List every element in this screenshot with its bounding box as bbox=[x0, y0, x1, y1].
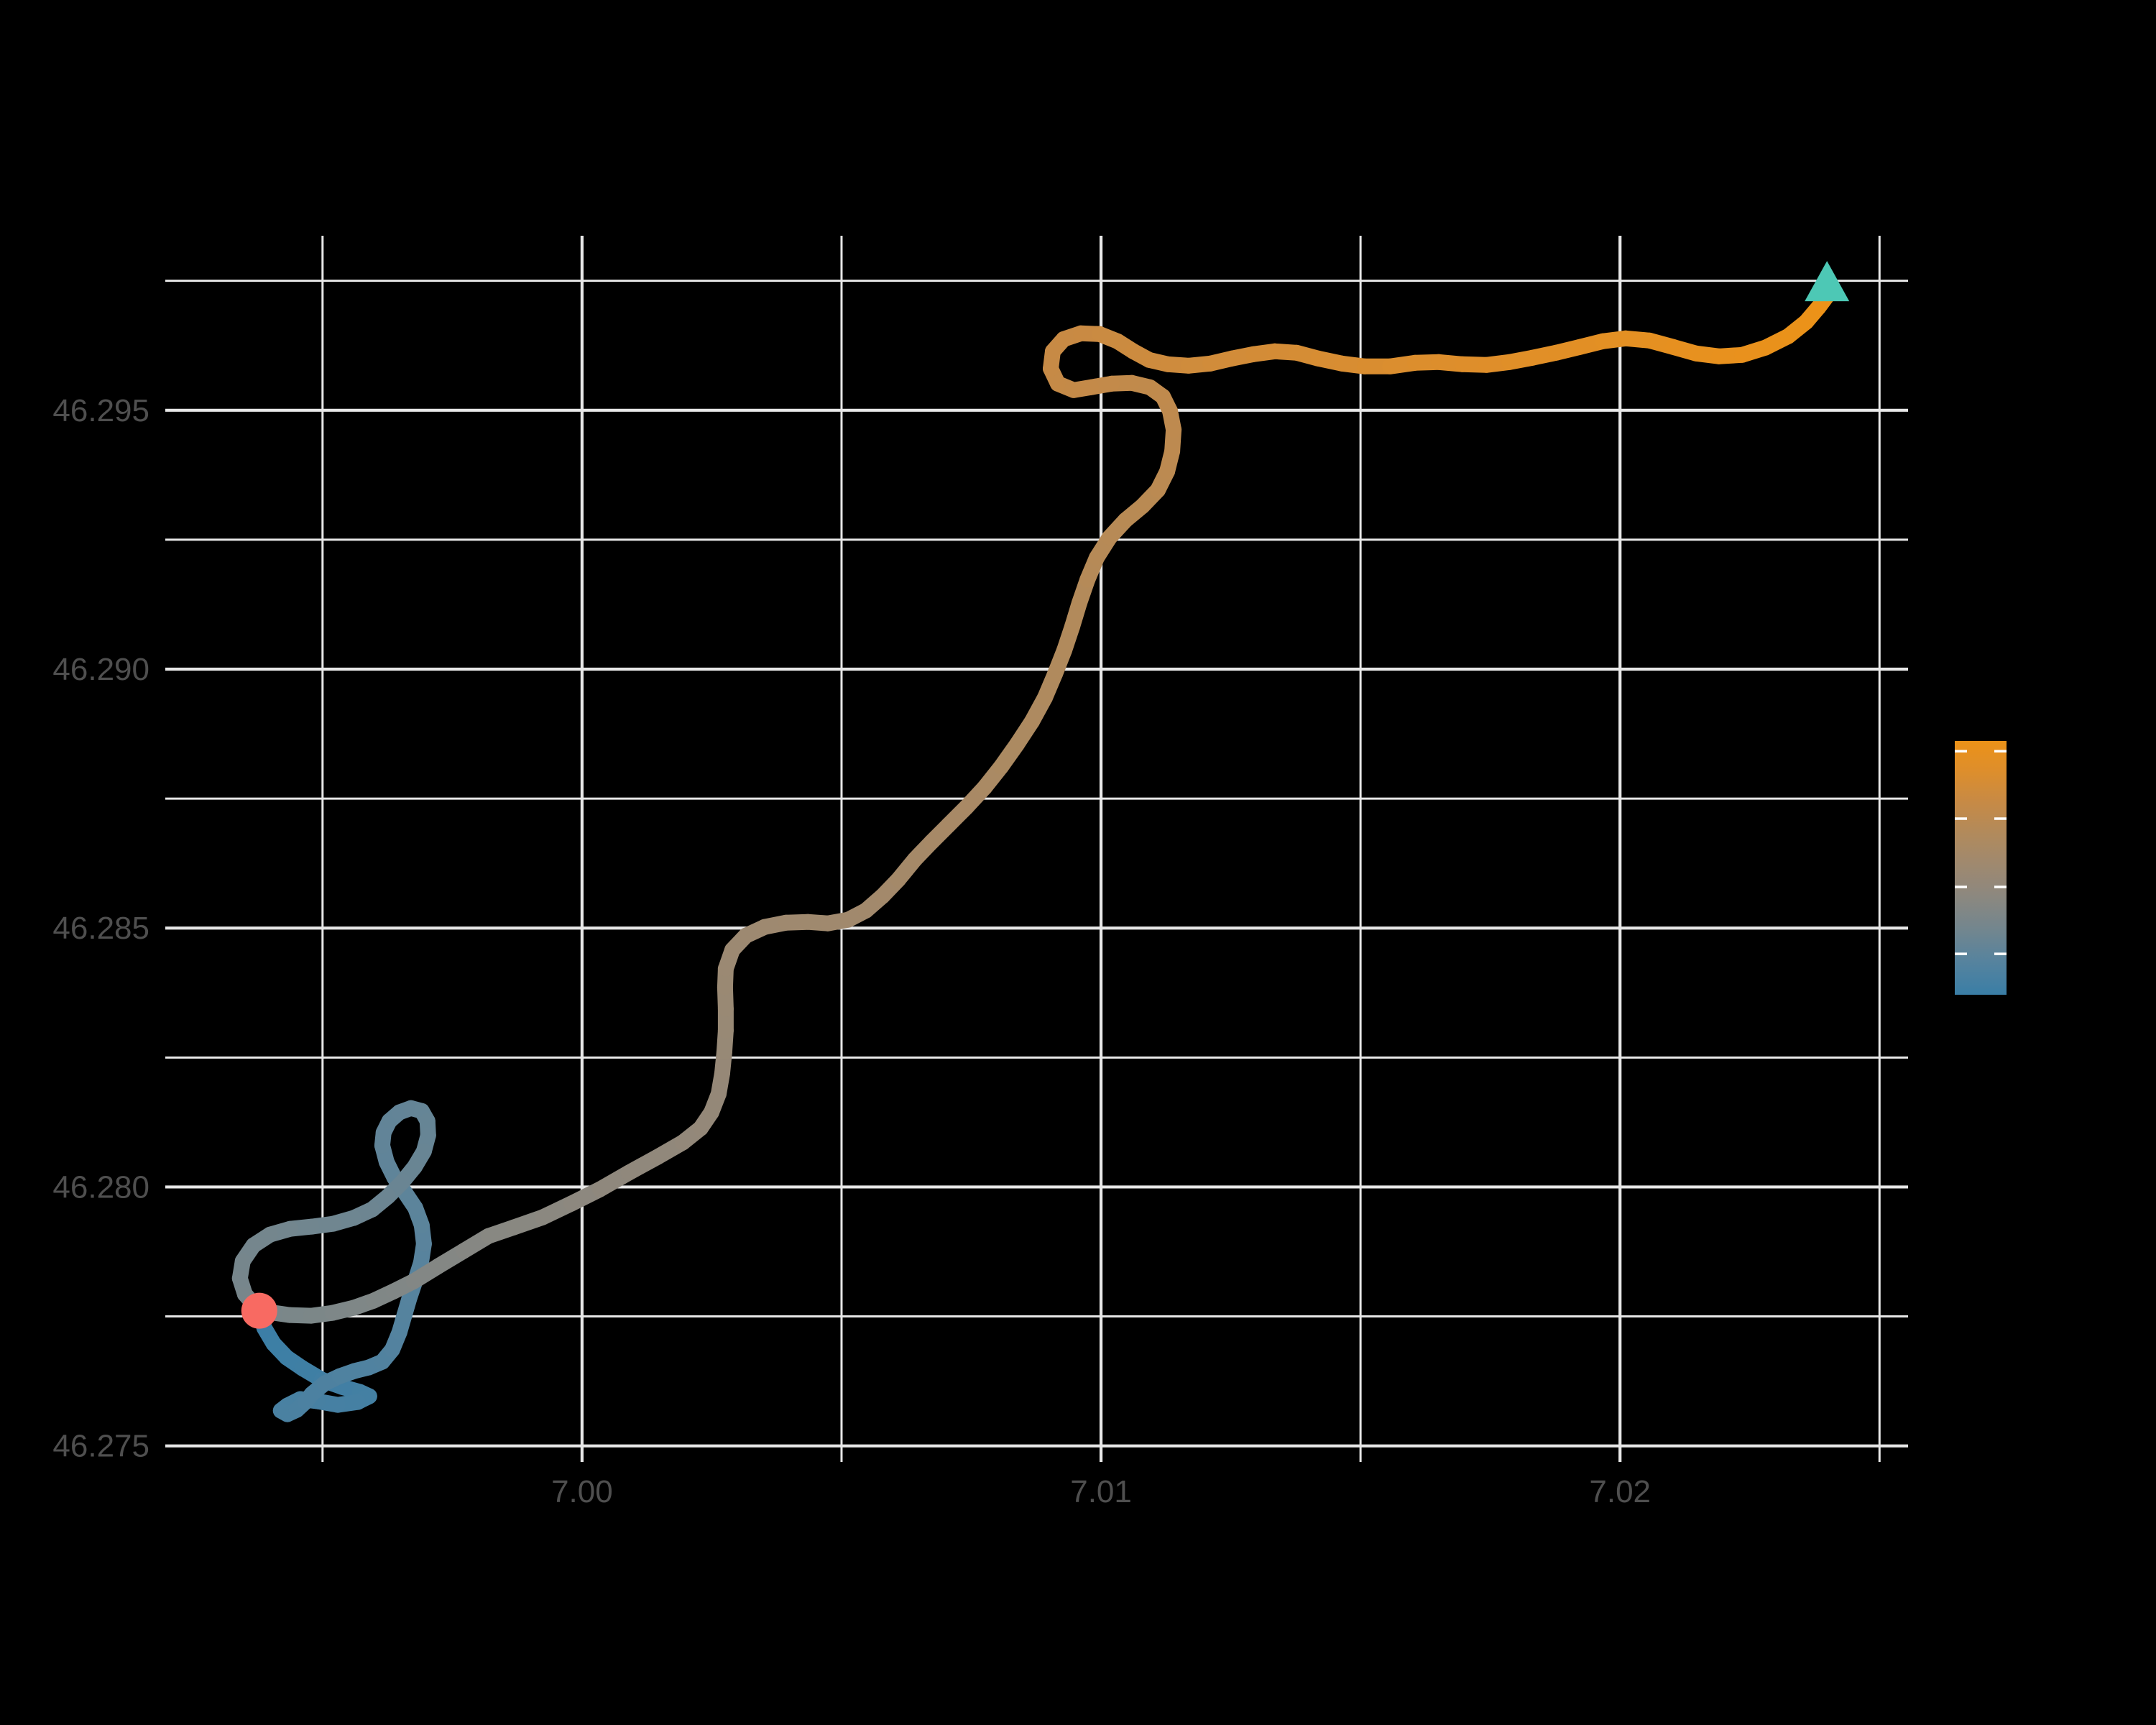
end-point-marker bbox=[1805, 261, 1850, 302]
x-axis-tick-label: 7.01 bbox=[1070, 1474, 1132, 1509]
elevation-colorbar bbox=[1955, 741, 2007, 995]
y-axis-tick-label: 46.295 bbox=[52, 393, 149, 428]
y-axis-tick-label: 46.290 bbox=[52, 652, 149, 687]
x-axis-tick-label: 7.00 bbox=[551, 1474, 613, 1509]
x-axis-tick-label: 7.02 bbox=[1589, 1474, 1651, 1509]
y-axis-tick-label: 46.280 bbox=[52, 1169, 149, 1205]
gps-track-path bbox=[231, 288, 1835, 1422]
start-point-marker bbox=[241, 1292, 277, 1329]
y-axis-tick-label: 46.285 bbox=[52, 911, 149, 946]
y-axis-tick-label: 46.275 bbox=[52, 1429, 149, 1464]
